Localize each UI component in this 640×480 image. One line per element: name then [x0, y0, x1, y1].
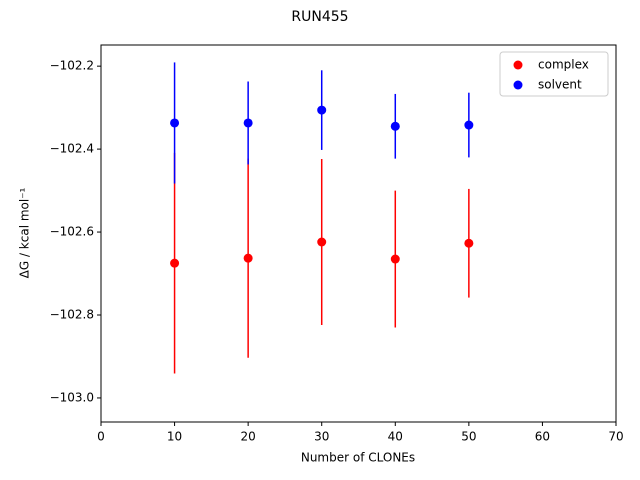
y-tick-label: −102.8	[50, 307, 94, 321]
point	[317, 105, 327, 115]
plot-frame	[100, 44, 617, 423]
x-tick-label: 50	[461, 430, 476, 444]
point	[317, 237, 327, 247]
legend-label: complex	[538, 58, 589, 72]
y-axis-label: ΔG / kcal mol⁻¹	[18, 187, 32, 278]
point	[243, 118, 253, 128]
x-axis-label: Number of CLONEs	[301, 451, 415, 465]
x-tick-label: 70	[608, 430, 623, 444]
y-tick-label: −102.2	[50, 59, 94, 73]
y-tick-label: −103.0	[50, 390, 94, 404]
point	[170, 118, 180, 128]
point	[390, 121, 400, 131]
y-tick-label: −102.4	[50, 142, 94, 156]
x-tick-label: 10	[167, 430, 182, 444]
legend-marker	[513, 60, 523, 70]
point	[464, 238, 474, 248]
point	[464, 120, 474, 130]
x-tick-label: 40	[388, 430, 403, 444]
point	[170, 258, 180, 268]
legend-label: solvent	[538, 78, 582, 92]
x-tick-label: 0	[97, 430, 105, 444]
x-tick-label: 30	[314, 430, 329, 444]
legend-marker	[513, 80, 523, 90]
x-tick-label: 20	[241, 430, 256, 444]
y-tick-label: −102.6	[50, 225, 94, 239]
chart-title: RUN455	[291, 9, 348, 25]
point	[390, 254, 400, 264]
point	[243, 253, 253, 263]
legend-box	[499, 51, 609, 97]
x-tick-label: 60	[535, 430, 550, 444]
